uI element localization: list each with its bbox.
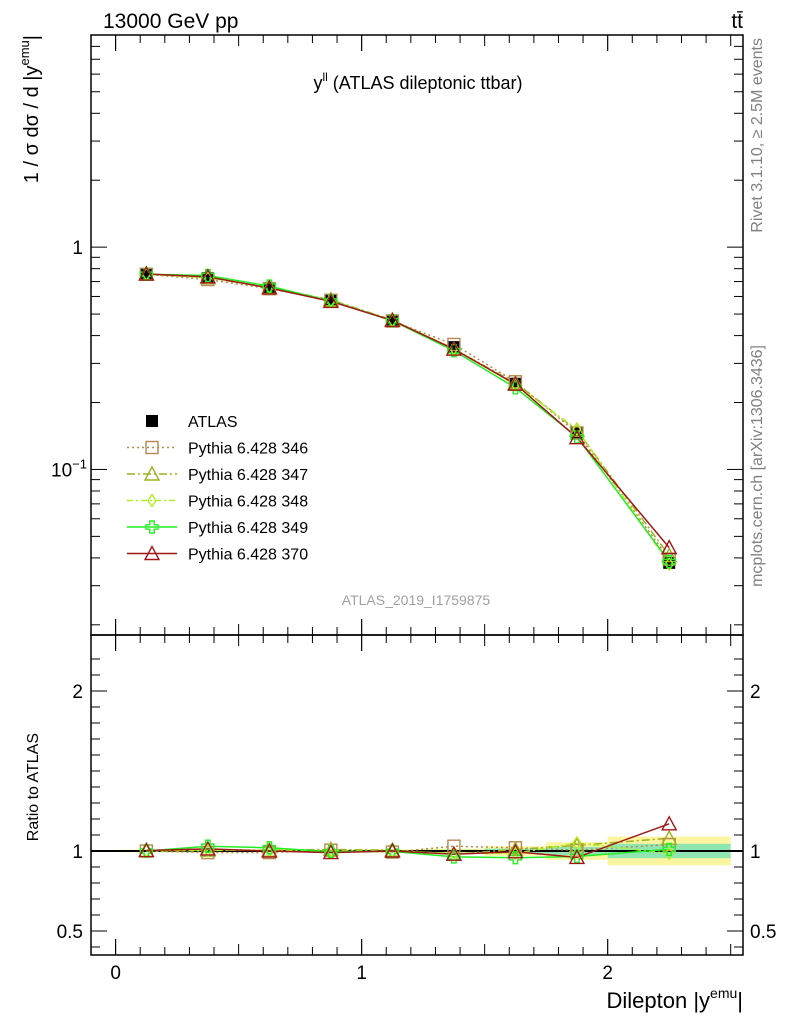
rivet-label: Rivet 3.1.10, ≥ 2.5M events bbox=[749, 38, 766, 233]
data-point-pythia-6-428-346 bbox=[447, 337, 461, 352]
data-point-pythia-6-428-370 bbox=[507, 375, 524, 391]
x-tick-label: 1 bbox=[356, 963, 367, 984]
data-point-pythia-6-428-370 bbox=[445, 340, 463, 356]
data-point-pythia-6-428-370 bbox=[384, 311, 401, 328]
ratio-point-pythia-6-428-347 bbox=[661, 829, 678, 845]
ratio-point-pythia-6-428-370 bbox=[138, 842, 155, 858]
data-point-pythia-6-428-348 bbox=[664, 556, 675, 572]
ratio-y-tick-label: 0.5 bbox=[57, 922, 83, 943]
data-point-pythia-6-428-349 bbox=[447, 344, 461, 358]
main-series-markers bbox=[138, 265, 678, 572]
ratio-line-pythia-6-428-346 bbox=[146, 843, 670, 854]
ratio-point-pythia-6-428-349 bbox=[447, 850, 461, 864]
watermark-label: ATLAS_2019_I1759875 bbox=[342, 592, 491, 608]
legend-label-pythia-6-428-370: Pythia 6.428 370 bbox=[188, 547, 308, 564]
data-point-pythia-6-428-370 bbox=[568, 429, 586, 445]
ratio-point-pythia-6-428-370 bbox=[507, 843, 524, 859]
data-point-pythia-6-428-370 bbox=[322, 292, 340, 309]
main-axis-ticks: 1 10−1 bbox=[51, 34, 743, 635]
data-point-pythia-6-428-348 bbox=[572, 421, 582, 437]
ratio-point-pythia-6-428-349 bbox=[201, 839, 215, 853]
ratio-series-lines bbox=[146, 823, 670, 859]
legend-marker-pythia-6-428-348 bbox=[147, 493, 157, 508]
data-point-pythia-6-428-346 bbox=[570, 426, 584, 440]
ratio-point-pythia-6-428-347 bbox=[507, 840, 524, 857]
ratio-point-pythia-6-428-370 bbox=[445, 845, 463, 861]
ratio-point-pythia-6-428-346 bbox=[447, 839, 461, 853]
ratio-point-pythia-6-428-370 bbox=[261, 842, 278, 858]
ratio-point-pythia-6-428-349 bbox=[262, 841, 277, 855]
legend-label-atlas: ATLAS bbox=[188, 414, 238, 431]
legend-marker-pythia-6-428-349 bbox=[145, 520, 159, 534]
ratio-axis-ticks: 0 1 2 0.5 0.5 1 1 2 2 bbox=[57, 635, 776, 984]
y-tick-label: 10−1 bbox=[51, 456, 87, 481]
ratio-point-pythia-6-428-370 bbox=[199, 840, 217, 856]
ratio-series-markers bbox=[138, 815, 678, 865]
mcplots-label: mcplots.cern.ch [arXiv:1306.3436] bbox=[749, 345, 766, 587]
y-tick-label: 1 bbox=[72, 238, 83, 259]
ratio-point-pythia-6-428-349 bbox=[662, 842, 676, 857]
ratio-y-tick-label: 2 bbox=[72, 682, 83, 703]
ratio-y-tick-label-right: 1 bbox=[750, 842, 761, 863]
legend-label-pythia-6-428-348: Pythia 6.428 348 bbox=[188, 494, 308, 511]
legend-marker-pythia-6-428-346 bbox=[145, 440, 159, 455]
ratio-point-pythia-6-428-370 bbox=[661, 815, 678, 831]
ratio-panel-frame bbox=[90, 634, 744, 956]
data-point-pythia-6-428-346 bbox=[201, 272, 215, 287]
ratio-y-tick-label-right: 0.5 bbox=[750, 922, 776, 943]
ratio-point-pythia-6-428-346 bbox=[262, 845, 277, 860]
legend-marker-atlas bbox=[146, 415, 158, 427]
data-point-pythia-6-428-370 bbox=[661, 539, 678, 555]
main-panel: 1 10−1 yll (ATLAS dileptonic ttbar) 1 / σ… bbox=[17, 34, 744, 636]
ratio-y-axis-label: Ratio to ATLAS bbox=[25, 733, 42, 841]
ratio-point-pythia-6-428-370 bbox=[568, 848, 586, 865]
legend-marker-pythia-6-428-370 bbox=[143, 545, 161, 561]
ratio-y-tick-label: 1 bbox=[72, 842, 83, 863]
x-axis-label: Dilepton |yemu| bbox=[607, 985, 744, 1013]
data-point-pythia-6-428-347 bbox=[661, 547, 678, 563]
legend-label-pythia-6-428-349: Pythia 6.428 349 bbox=[188, 520, 308, 537]
legend-label-pythia-6-428-347: Pythia 6.428 347 bbox=[188, 467, 308, 484]
main-y-axis-label: 1 / σ dσ / d |yemu| bbox=[17, 35, 43, 183]
data-point-pythia-6-428-370 bbox=[261, 279, 278, 295]
main-title: yll (ATLAS dileptonic ttbar) bbox=[313, 70, 522, 93]
main-panel-frame bbox=[90, 34, 744, 636]
data-point-pythia-6-428-349 bbox=[662, 554, 676, 569]
legend-marker-pythia-6-428-347 bbox=[143, 465, 161, 481]
ratio-y-tick-label-right: 2 bbox=[750, 682, 761, 703]
x-tick-label: 2 bbox=[602, 963, 613, 984]
data-point-pythia-6-428-370 bbox=[138, 265, 155, 281]
ratio-line-pythia-6-428-348 bbox=[146, 842, 670, 855]
ratio-line-pythia-6-428-370 bbox=[146, 823, 670, 859]
legend-label-pythia-6-428-346: Pythia 6.428 346 bbox=[188, 441, 308, 458]
process-label: tt̄ bbox=[731, 10, 743, 33]
data-point-pythia-6-428-349 bbox=[508, 381, 523, 395]
data-point-pythia-6-428-370 bbox=[199, 268, 217, 284]
legend: ATLAS Pythia 6.428 346 Pythia 6.428 347 Pyt… bbox=[127, 414, 308, 564]
ratio-panel: 0 1 2 0.5 0.5 1 1 2 2 Ratio to ATLAS Dilepton |y… bbox=[25, 634, 776, 1013]
ratio-point-pythia-6-428-370 bbox=[322, 844, 340, 860]
ratio-point-pythia-6-428-370 bbox=[384, 842, 401, 858]
energy-label: 13000 GeV pp bbox=[103, 10, 238, 33]
x-tick-label: 0 bbox=[110, 963, 121, 984]
